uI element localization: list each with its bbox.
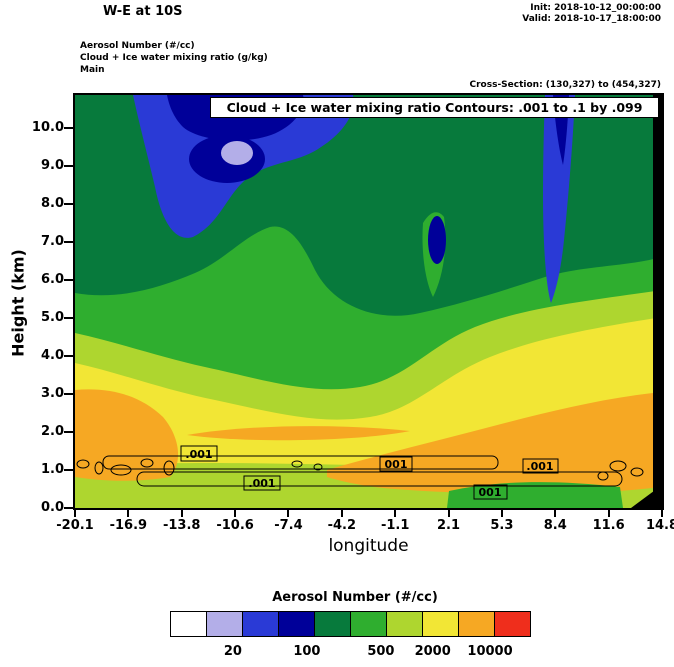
y-tick-label: 2.0 bbox=[40, 424, 64, 439]
contour-info-banner: Cloud + Ice water mixing ratio Contours:… bbox=[210, 97, 659, 118]
y-tick-label: 3.0 bbox=[40, 386, 64, 401]
y-tick-mark bbox=[64, 127, 73, 129]
contour-label: 001 bbox=[385, 458, 408, 471]
y-tick-label: 7.0 bbox=[40, 234, 64, 249]
field-lavender-spot bbox=[221, 141, 253, 165]
x-tick-mark bbox=[127, 510, 130, 517]
x-tick-label: 8.4 bbox=[543, 518, 567, 533]
colorbar-tick-label: 2000 bbox=[414, 644, 451, 659]
y-tick-mark bbox=[64, 393, 73, 395]
field-orange-left bbox=[75, 389, 179, 481]
contour-field: .001 001 .001 .001 001 bbox=[75, 95, 662, 508]
field-orange-middle bbox=[187, 426, 410, 441]
colorbar-cell bbox=[278, 611, 315, 637]
field-line-cloudice: Cloud + Ice water mixing ratio (g/kg) bbox=[80, 53, 268, 63]
y-tick-label: 5.0 bbox=[40, 310, 64, 325]
x-tick-mark bbox=[234, 510, 237, 517]
colorbar-cell bbox=[206, 611, 243, 637]
x-tick-label: 5.3 bbox=[490, 518, 514, 533]
y-tick-mark bbox=[64, 431, 73, 433]
y-tick-mark bbox=[64, 203, 73, 205]
y-tick-label: 0.0 bbox=[40, 500, 64, 515]
colorbar-cell bbox=[314, 611, 351, 637]
x-tick-mark bbox=[607, 510, 610, 517]
field-blue-right-streak bbox=[543, 95, 575, 303]
y-axis-label: Height (km) bbox=[8, 249, 28, 357]
x-tick-label: -13.8 bbox=[162, 518, 201, 533]
contour-label: .001 bbox=[248, 477, 275, 490]
y-tick-mark bbox=[64, 165, 73, 167]
field-navy-small bbox=[428, 216, 446, 264]
x-tick-label: -1.1 bbox=[380, 518, 410, 533]
y-tick-label: 9.0 bbox=[40, 158, 64, 173]
x-tick-mark bbox=[447, 510, 450, 517]
x-tick-label: 14.8 bbox=[645, 518, 674, 533]
colorbar-cell bbox=[386, 611, 423, 637]
field-green-bottom-right bbox=[447, 482, 623, 508]
field-black-bottom-right bbox=[631, 485, 662, 508]
y-tick-label: 10.0 bbox=[31, 120, 64, 135]
field-line-domain: Main bbox=[80, 65, 105, 75]
x-tick-label: -16.9 bbox=[109, 518, 148, 533]
contour-label-boxes: .001 001 .001 .001 001 bbox=[180, 445, 559, 500]
x-tick-label: -20.1 bbox=[56, 518, 94, 533]
colorbar-cell bbox=[170, 611, 207, 637]
x-tick-mark bbox=[287, 510, 290, 517]
y-tick-mark bbox=[64, 507, 73, 509]
colorbar-cell bbox=[494, 611, 531, 637]
y-tick-label: 6.0 bbox=[40, 272, 64, 287]
colorbar-tick-label: 10000 bbox=[467, 644, 513, 659]
field-descriptions: Aerosol Number (#/cc) Cloud + Ice water … bbox=[80, 40, 268, 76]
x-tick-mark bbox=[340, 510, 343, 517]
contour-label: .001 bbox=[526, 460, 553, 473]
y-tick-mark bbox=[64, 317, 73, 319]
contour-label: .001 bbox=[185, 448, 212, 461]
y-tick-label: 8.0 bbox=[40, 196, 64, 211]
figure-title: W-E at 10S bbox=[103, 4, 183, 19]
colorbar bbox=[170, 611, 531, 637]
x-tick-label: -7.4 bbox=[274, 518, 303, 533]
field-line-aerosol: Aerosol Number (#/cc) bbox=[80, 41, 195, 51]
colorbar-cell bbox=[422, 611, 459, 637]
x-tick-mark bbox=[74, 510, 76, 517]
field-black-right-edge bbox=[653, 95, 662, 508]
contour-label: 001 bbox=[479, 486, 502, 499]
x-tick-label: -10.6 bbox=[216, 518, 254, 533]
x-tick-mark bbox=[394, 510, 397, 517]
x-tick-label: -4.2 bbox=[327, 518, 357, 533]
colorbar-cell bbox=[350, 611, 387, 637]
colorbar-cell bbox=[242, 611, 279, 637]
x-tick-mark bbox=[180, 510, 183, 517]
mixing-ratio-contour-lines bbox=[76, 455, 644, 487]
valid-time: Valid: 2018-10-17_18:00:00 bbox=[522, 14, 661, 24]
x-tick-mark bbox=[500, 510, 503, 517]
x-tick-mark bbox=[554, 510, 557, 517]
colorbar-title: Aerosol Number (#/cc) bbox=[272, 590, 438, 605]
init-time: Init: 2018-10-12_00:00:00 bbox=[530, 3, 661, 13]
y-tick-label: 4.0 bbox=[40, 348, 64, 363]
y-tick-mark bbox=[64, 279, 73, 281]
x-tick-label: 11.6 bbox=[592, 518, 625, 533]
x-tick-mark bbox=[661, 510, 663, 517]
colorbar-cell bbox=[458, 611, 495, 637]
x-tick-label: 2.1 bbox=[437, 518, 461, 533]
colorbar-tick-label: 500 bbox=[367, 644, 395, 659]
cross-section-coords: Cross-Section: (130,327) to (454,327) bbox=[469, 80, 662, 90]
init-valid-times: Init: 2018-10-12_00:00:00 Valid: 2018-10… bbox=[522, 3, 661, 25]
y-tick-mark bbox=[64, 355, 73, 357]
x-axis-label: longitude bbox=[328, 536, 409, 556]
colorbar-tick-label: 20 bbox=[223, 644, 242, 659]
y-tick-label: 1.0 bbox=[40, 462, 64, 477]
y-tick-mark bbox=[64, 241, 73, 243]
colorbar-tick-label: 100 bbox=[293, 644, 321, 659]
y-tick-mark bbox=[64, 469, 73, 471]
plot-area: .001 001 .001 .001 001 Cloud + Ice water… bbox=[73, 93, 664, 510]
